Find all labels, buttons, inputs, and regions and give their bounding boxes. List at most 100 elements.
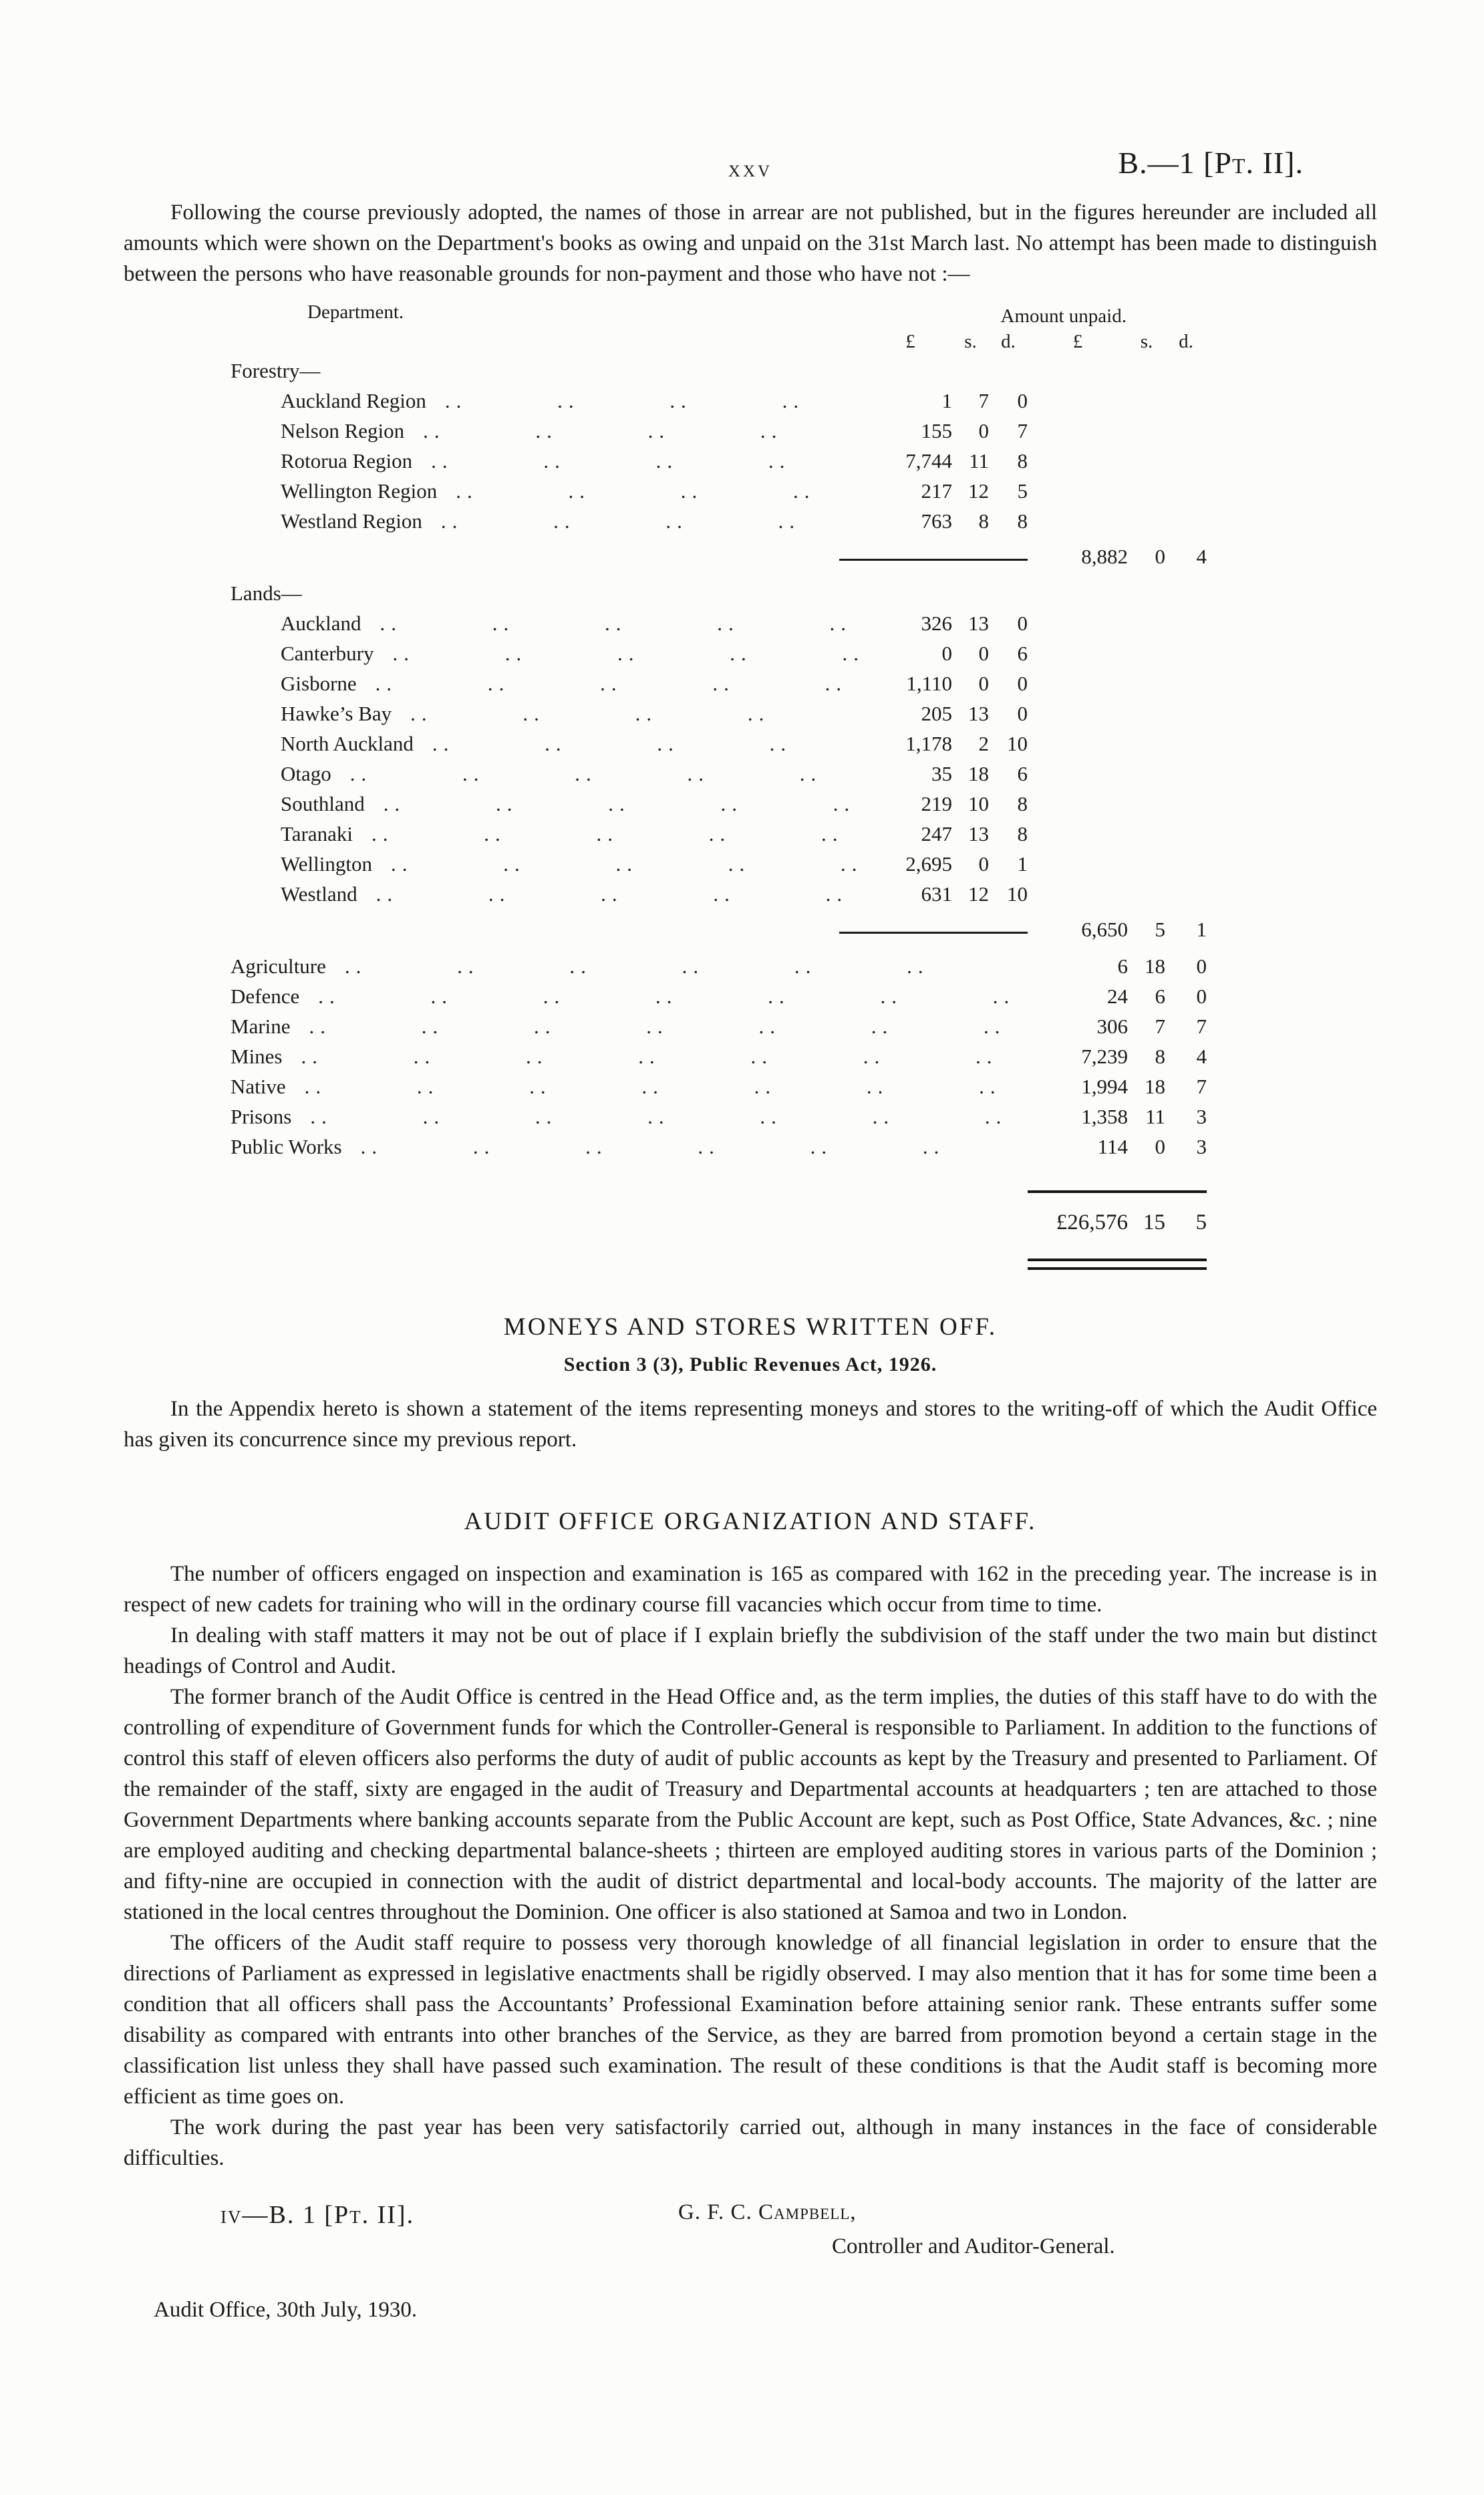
table-row: Native 1,994 18 7 (231, 1075, 1207, 1105)
table-row: Mines 7,239 8 4 (231, 1045, 1207, 1075)
pence-cell: 8 (1017, 792, 1028, 815)
moneys-paragraph: In the Appendix hereto is shown a statem… (124, 1397, 1377, 1452)
dot-leader (423, 419, 859, 443)
pence-cell: 7 (1196, 1015, 1207, 1038)
shillings-cell: 0 (978, 419, 990, 442)
pounds-cell: 24 (1107, 984, 1128, 1008)
row-label: Nelson Region (281, 419, 405, 442)
shillings-header: s. (1140, 331, 1153, 352)
dot-leader (431, 449, 859, 473)
pounds-cell: 1,994 (1081, 1075, 1128, 1098)
dot-leader (392, 642, 859, 666)
table-row: North Auckland 1,178 2 10 (231, 732, 1207, 762)
pence-cell: 1 (1196, 918, 1207, 941)
pence-header: d. (1179, 331, 1193, 352)
row-label: Southland (281, 792, 365, 815)
shillings-cell: 0 (978, 852, 990, 876)
pounds-cell: 7,744 (905, 449, 952, 473)
pence-cell: 8 (1017, 509, 1028, 533)
shillings-cell: 15 (1143, 1210, 1165, 1234)
shillings-header: s. (964, 331, 977, 352)
shillings-cell: 18 (1145, 954, 1165, 978)
shillings-cell: 0 (978, 642, 990, 665)
shillings-cell: 13 (968, 612, 989, 635)
shillings-cell: 2 (978, 732, 990, 755)
section-title-moneys: MONEYS AND STORES WRITTEN OFF. (503, 1313, 998, 1341)
table-row: Hawke’s Bay 205 13 0 (231, 702, 1207, 732)
dot-leader (384, 792, 859, 816)
total-rule (839, 559, 1028, 561)
dot-leader (345, 954, 1018, 978)
row-label: Defence (231, 984, 300, 1008)
dot-leader (380, 612, 859, 636)
shillings-cell: 7 (1155, 1015, 1166, 1038)
pence-cell: 10 (1007, 882, 1028, 906)
section-header-row: Lands— (231, 581, 1207, 612)
pence-cell: 1 (1017, 852, 1028, 876)
pence-cell: 7 (1196, 1075, 1207, 1098)
table-row: Otago 35 18 6 (231, 762, 1207, 792)
dot-leader (318, 984, 1018, 1009)
page-number: xxv (728, 155, 773, 182)
dot-leader (350, 762, 859, 786)
table-row: Wellington 2,695 0 1 (231, 852, 1207, 882)
dot-leader (305, 1075, 1018, 1099)
row-label: Marine (231, 1015, 291, 1038)
row-label: Auckland Region (281, 389, 426, 412)
shillings-cell: 8 (1155, 1045, 1166, 1068)
row-label: Native (231, 1075, 286, 1098)
intro-paragraph: Following the course previously adopted,… (124, 201, 1377, 286)
pounds-cell: 155 (921, 419, 953, 442)
dot-leader (301, 1045, 1019, 1069)
shillings-cell: 8 (978, 509, 990, 533)
shillings-cell: 10 (968, 792, 989, 815)
pounds-cell: £26,576 (1056, 1210, 1128, 1234)
table-row: Westland Region 763 8 8 (231, 509, 1207, 539)
pence-cell: 5 (1195, 1210, 1207, 1234)
row-label: Otago (281, 762, 331, 785)
pence-cell: 3 (1196, 1135, 1207, 1158)
table-header-row: Department. Amount unpaid. (231, 301, 1207, 331)
shillings-cell: 0 (1155, 545, 1166, 568)
dot-leader (310, 1105, 1018, 1129)
signature-title: Controller and Auditor-General. (832, 2234, 1115, 2258)
pounds-cell: 1,178 (905, 732, 952, 755)
row-label: Public Works (231, 1135, 342, 1158)
pounds-cell: 2,695 (905, 852, 952, 876)
body-paragraph: The work during the past year has been v… (124, 2115, 1377, 2170)
pence-cell: 0 (1017, 672, 1028, 695)
pounds-cell: 217 (921, 479, 953, 503)
pounds-cell: 247 (921, 822, 953, 845)
pounds-cell: 8,882 (1081, 545, 1128, 568)
total-rule (839, 932, 1028, 934)
row-label: Mines (231, 1045, 283, 1068)
shillings-cell: 18 (968, 762, 989, 785)
shillings-cell: 5 (1155, 918, 1166, 941)
pounds-cell: 6,650 (1081, 918, 1128, 941)
row-label: Auckland (281, 612, 361, 635)
pounds-cell: 1,358 (1081, 1105, 1128, 1128)
body-paragraph: The officers of the Audit staff require … (124, 1931, 1377, 2109)
pence-cell: 3 (1196, 1105, 1207, 1128)
pence-cell: 4 (1196, 545, 1207, 568)
table-row: Nelson Region 155 0 7 (231, 419, 1207, 449)
dot-leader (361, 1135, 1018, 1159)
pence-cell: 0 (1017, 612, 1028, 635)
row-label: Rotorua Region (281, 449, 413, 473)
shillings-cell: 0 (1155, 1135, 1166, 1158)
pounds-cell: 219 (921, 792, 953, 815)
pence-cell: 8 (1017, 449, 1028, 473)
body-paragraph: The former branch of the Audit Office is… (124, 1685, 1377, 1924)
pence-cell: 8 (1017, 822, 1028, 845)
dot-leader (410, 702, 859, 726)
table-row: Auckland 326 13 0 (231, 612, 1207, 642)
pence-cell: 5 (1017, 479, 1028, 503)
shillings-cell: 13 (968, 702, 989, 725)
table-row: Rotorua Region 7,744 11 8 (231, 449, 1207, 479)
dot-leader (441, 509, 859, 533)
row-label: Agriculture (231, 954, 326, 978)
table-row: Wellington Region 217 12 5 (231, 479, 1207, 509)
dot-leader (376, 882, 859, 906)
row-label: Prisons (231, 1105, 292, 1128)
